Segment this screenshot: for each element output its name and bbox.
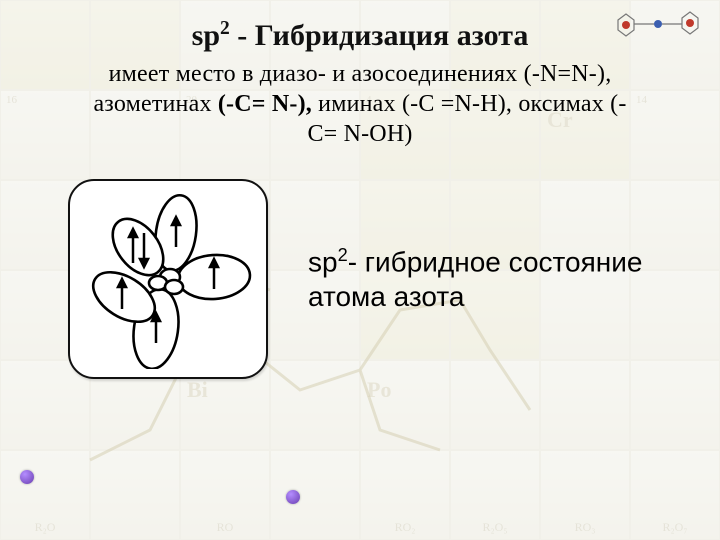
corner-molecule-icon: [604, 2, 714, 50]
decorative-dot: [286, 490, 300, 504]
decorative-dot: [20, 470, 34, 484]
desc-line2c: иминах (-С =N-H), оксимах (-: [312, 91, 627, 117]
caption-sp: sp: [308, 247, 338, 278]
title-suffix: - Гибридизация азота: [230, 19, 529, 52]
title-sup: 2: [220, 18, 230, 39]
title-prefix: sp: [192, 19, 220, 52]
desc-line1: имеет место в диазо- и азосоединениях (-…: [109, 61, 612, 87]
orbital-diagram-box: [68, 179, 268, 379]
caption-rest: - гибридное состояние атома азота: [308, 247, 642, 312]
desc-line2-bold: (-С= N-),: [218, 91, 312, 117]
caption-sup: 2: [338, 245, 348, 265]
page-title: sp2 - Гибридизация азота: [28, 18, 692, 53]
desc-line3: С= N-OH): [307, 121, 412, 147]
description: имеет место в диазо- и азосоединениях (-…: [28, 59, 692, 149]
orbital-caption: sp2- гибридное состояние атома азота: [308, 244, 668, 314]
desc-line2a: азометинах: [93, 91, 217, 117]
orbital-diagram: [78, 189, 258, 369]
